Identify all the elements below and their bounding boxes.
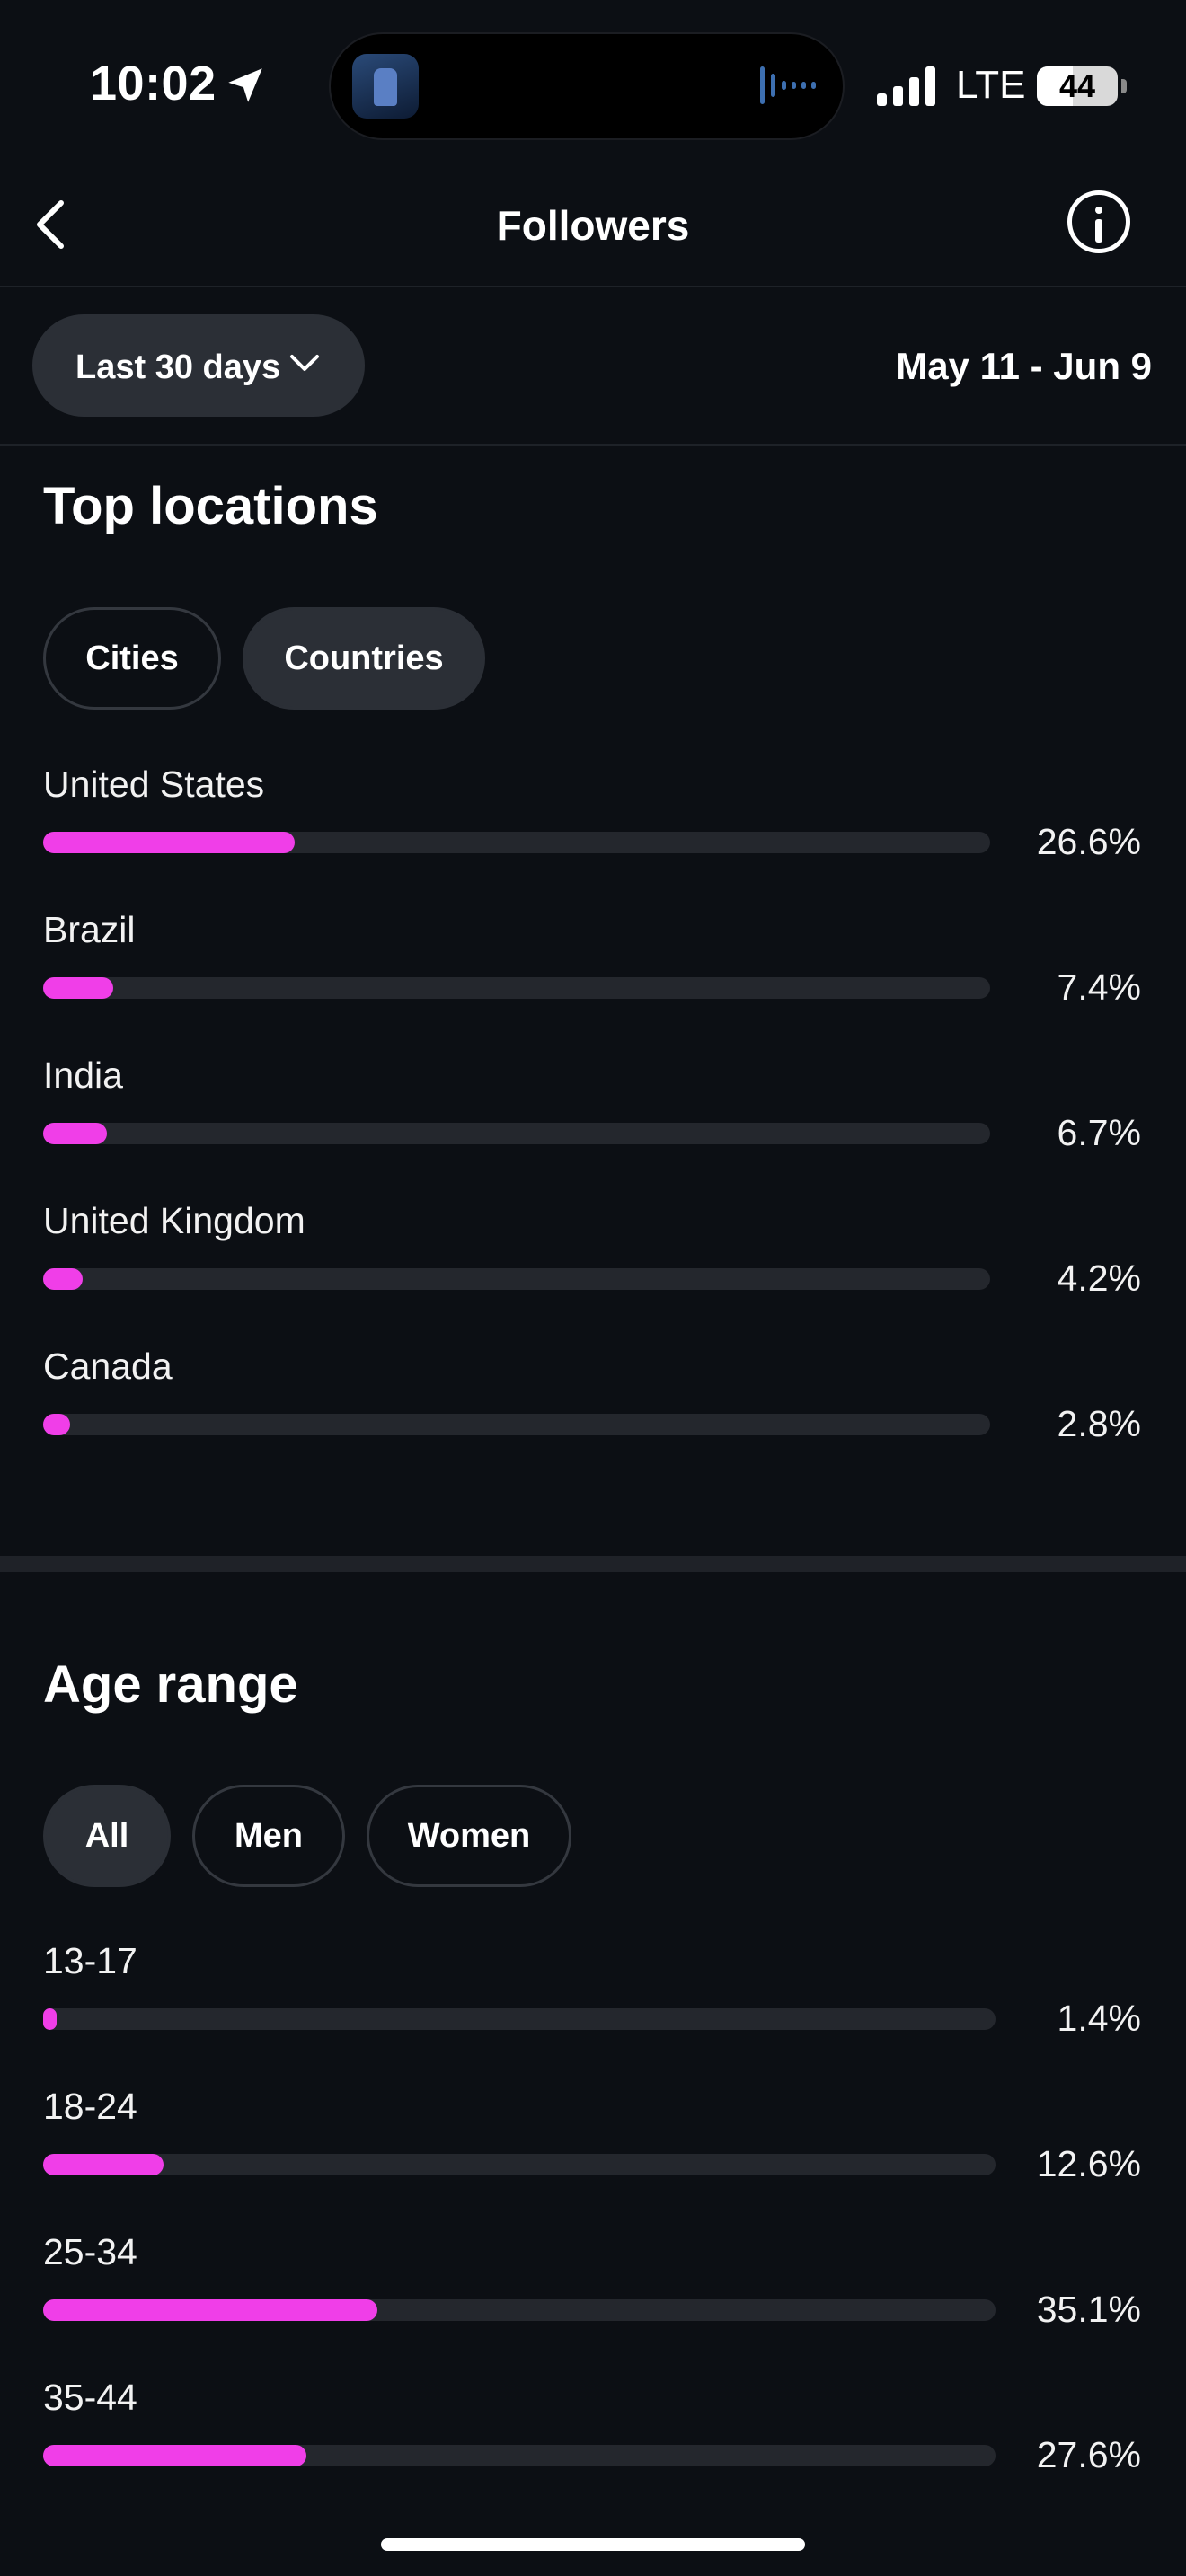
location-row-percent: 4.2% [1057,1257,1141,1299]
location-row-bar-fill [43,1123,107,1144]
location-row-percent: 7.4% [1057,966,1141,1008]
battery-percent: 44 [1058,67,1096,104]
age-row-label: 18-24 [43,2086,137,2127]
date-range-dropdown-label: Last 30 days [75,348,281,386]
location-row-label: Canada [43,1345,173,1387]
status-time: 10:02 [90,57,217,110]
home-indicator[interactable] [381,2538,805,2551]
age-row-bar-fill [43,2445,306,2466]
tab-all[interactable]: All [43,1785,171,1887]
location-row-bar-fill [43,977,113,999]
battery-level [1037,66,1073,106]
location-row-bar-fill [43,832,295,853]
top-locations-title: Top locations [43,477,378,535]
app-thumbnail-glyph [374,68,397,106]
tab-cities[interactable]: Cities [43,607,221,710]
battery-terminal [1121,79,1127,93]
age-row-bar-track [43,2008,996,2030]
tab-women[interactable]: Women [367,1785,571,1887]
filter-divider [0,444,1186,446]
tab-men[interactable]: Men [192,1785,345,1887]
location-row-bar-track [43,1414,990,1435]
network-type: LTE [956,63,1026,107]
info-icon[interactable] [1067,190,1130,253]
tab-countries[interactable]: Countries [243,607,485,710]
location-row-label: Brazil [43,909,136,950]
location-row-label: India [43,1054,123,1096]
age-row-bar-fill [43,2154,164,2175]
location-row-label: United States [43,763,265,805]
age-range-title: Age range [43,1655,298,1714]
age-row-percent: 35.1% [1036,2289,1141,2330]
chevron-down-icon [290,355,319,371]
age-row-bar-track [43,2154,996,2175]
cellular-signal-icon [877,66,935,106]
section-divider [0,1556,1186,1572]
location-row-bar-track [43,1268,990,1290]
age-row-percent: 12.6% [1036,2143,1141,2184]
location-row-bar-fill [43,1268,83,1290]
location-row-bar-track [43,977,990,999]
location-row-percent: 26.6% [1036,821,1141,862]
age-row-bar-fill [43,2299,377,2321]
info-icon-bar [1095,219,1102,243]
age-row-label: 35-44 [43,2377,137,2418]
age-row-percent: 27.6% [1036,2434,1141,2475]
age-row-percent: 1.4% [1057,1998,1141,2039]
location-row-label: United Kingdom [43,1200,305,1241]
audio-wave-icon [760,66,816,104]
header-divider [0,286,1186,287]
age-row-bar-fill [43,2008,57,2030]
page-title: Followers [496,202,690,249]
date-range-text: May 11 - Jun 9 [896,345,1152,387]
location-arrow-icon [228,68,262,102]
location-row-bar-track [43,1123,990,1144]
location-row-percent: 6.7% [1057,1112,1141,1153]
location-row-percent: 2.8% [1057,1403,1141,1444]
age-row-label: 25-34 [43,2231,137,2272]
info-icon-dot [1095,207,1102,214]
age-row-label: 13-17 [43,1940,137,1981]
chevron-left-icon[interactable] [31,198,70,251]
location-row-bar-fill [43,1414,70,1435]
